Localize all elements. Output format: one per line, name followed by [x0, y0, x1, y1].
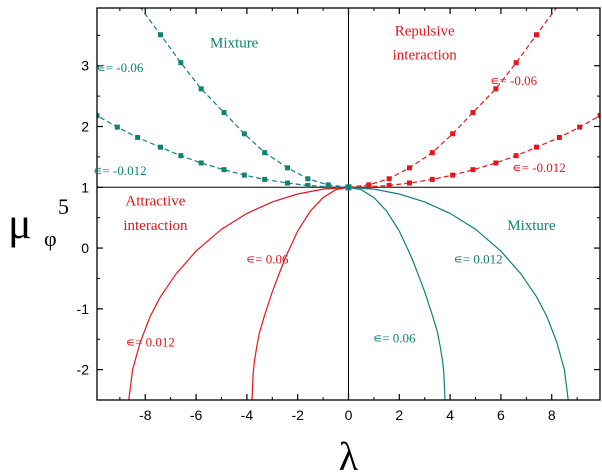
- region-annotation: Mixture: [210, 36, 259, 52]
- data-point: [325, 184, 331, 190]
- axis-ticks: -8 -6 -4 -2 0 2 4 6 8 -2 -1 0 1 2 3: [77, 8, 600, 423]
- data-point: [305, 182, 311, 188]
- data-point: [198, 86, 204, 92]
- region-annotation: Attractive: [125, 194, 185, 210]
- data-point: [556, 134, 562, 140]
- curve-label: ∊= -0.012: [93, 163, 147, 178]
- data-point: [533, 32, 539, 38]
- series-right-eps-0p012: [348, 186, 569, 400]
- data-point: [493, 160, 499, 166]
- data-point: [285, 180, 291, 186]
- curve-label: ∊= 0.012: [453, 251, 502, 266]
- y-axis-title: μ φ 5: [8, 194, 69, 251]
- data-point: [262, 176, 268, 182]
- x-tick-label: -4: [241, 407, 254, 423]
- data-point: [262, 150, 268, 156]
- data-point: [470, 167, 476, 173]
- x-tick-label: -2: [291, 407, 304, 423]
- y-tick-label: 3: [81, 58, 89, 74]
- data-point: [386, 176, 392, 182]
- series-left-eps-neg0p06: [140, 8, 349, 188]
- data-point: [533, 144, 539, 150]
- data-point: [470, 110, 476, 116]
- y-axis-title-superscript: 5: [58, 194, 69, 219]
- curve-label: ∊= -0.06: [490, 73, 537, 88]
- series-right-eps-neg0p012: [348, 115, 600, 188]
- series-left-eps-0p012: [128, 186, 349, 400]
- data-point: [158, 32, 164, 38]
- data-point: [158, 144, 164, 150]
- x-axis-title: λ: [339, 434, 359, 475]
- data-point: [429, 176, 435, 182]
- x-tick-label: 2: [395, 407, 403, 423]
- data-point: [97, 113, 100, 119]
- x-tick-label: 8: [548, 407, 556, 423]
- curve-label: ∊= 0.06: [246, 251, 289, 266]
- data-point: [557, 1, 562, 6]
- region-annotation: interaction: [393, 48, 458, 64]
- data-point: [241, 131, 247, 137]
- data-point: [366, 184, 372, 190]
- data-point: [305, 176, 311, 182]
- y-axis-title-phi: φ: [44, 226, 57, 251]
- x-tick-label: -6: [190, 407, 203, 423]
- data-point: [406, 165, 412, 171]
- curve-label: ∊= 0.06: [373, 330, 416, 345]
- data-point: [597, 113, 600, 119]
- curve-label: ∊= -0.06: [96, 60, 143, 75]
- region-annotation: Repulsive: [395, 23, 455, 39]
- data-point: [577, 124, 583, 130]
- data-point: [221, 167, 227, 173]
- data-point: [513, 153, 519, 159]
- data-point: [178, 60, 184, 66]
- x-tick-label: -8: [139, 407, 152, 423]
- series-right-eps-0p06: [348, 186, 446, 400]
- plot-area: [97, 1, 600, 400]
- y-tick-label: 1: [81, 179, 89, 195]
- data-point: [513, 60, 519, 66]
- data-point: [450, 131, 456, 137]
- data-point: [386, 182, 392, 188]
- data-point: [345, 184, 352, 191]
- series-left-eps-0p06: [251, 186, 349, 400]
- y-tick-label: 0: [81, 240, 89, 256]
- curve-label: ∊= 0.012: [126, 335, 175, 350]
- data-point: [198, 160, 204, 166]
- data-point: [135, 134, 141, 140]
- data-point: [285, 165, 291, 171]
- curve-label: ∊= -0.012: [512, 160, 566, 175]
- data-point: [493, 86, 499, 92]
- data-point: [135, 1, 140, 6]
- x-tick-label: 0: [345, 407, 353, 423]
- y-tick-label: -1: [77, 301, 90, 317]
- data-point: [450, 172, 456, 178]
- region-annotation: Mixture: [507, 218, 556, 234]
- annotations: Mixture Repulsive interaction Attractive int…: [93, 23, 566, 349]
- data-point: [406, 180, 412, 186]
- y-tick-label: 2: [81, 119, 89, 135]
- region-annotation: interaction: [123, 218, 188, 234]
- data-point: [114, 124, 120, 130]
- y-axis-title-mu: μ: [8, 199, 32, 248]
- data-point: [178, 153, 184, 159]
- data-point: [241, 172, 247, 178]
- data-point: [221, 110, 227, 116]
- x-tick-label: 4: [446, 407, 454, 423]
- x-tick-label: 6: [497, 407, 505, 423]
- y-tick-label: -2: [77, 362, 90, 378]
- data-point: [429, 150, 435, 156]
